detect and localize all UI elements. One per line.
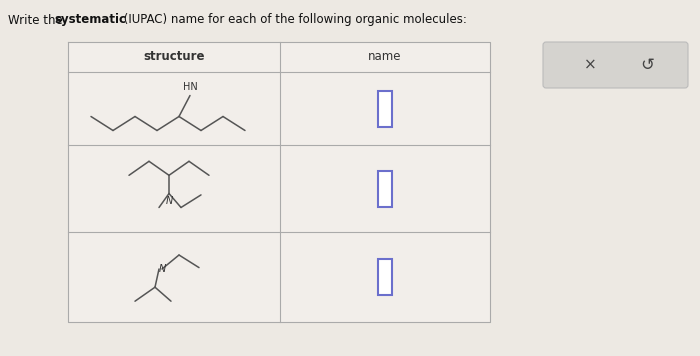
Bar bbox=[378, 90, 392, 126]
Text: ↺: ↺ bbox=[640, 56, 654, 74]
Text: N: N bbox=[165, 197, 173, 206]
Text: structure: structure bbox=[144, 51, 204, 63]
FancyBboxPatch shape bbox=[543, 42, 688, 88]
Text: N: N bbox=[159, 264, 167, 274]
Text: systematic: systematic bbox=[54, 14, 126, 26]
Bar bbox=[68, 42, 490, 322]
Bar bbox=[378, 259, 392, 295]
Bar bbox=[378, 171, 392, 206]
Text: HN: HN bbox=[183, 83, 197, 93]
Text: Write the: Write the bbox=[8, 14, 66, 26]
Text: name: name bbox=[368, 51, 402, 63]
Text: (IUPAC) name for each of the following organic molecules:: (IUPAC) name for each of the following o… bbox=[120, 14, 467, 26]
Text: ×: × bbox=[584, 58, 597, 73]
